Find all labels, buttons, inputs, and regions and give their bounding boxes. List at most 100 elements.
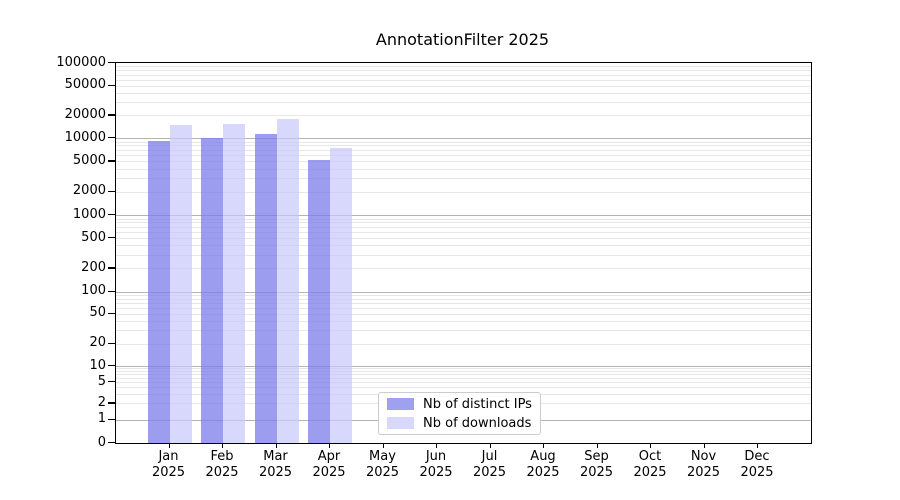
y-tick-mark	[108, 190, 115, 193]
gridline-major	[116, 215, 811, 216]
x-tick-mark	[650, 443, 652, 448]
y-tick-mark	[108, 442, 115, 444]
gridline-minor	[116, 231, 811, 233]
gridline-minor	[116, 368, 811, 370]
gridline-minor	[116, 387, 811, 389]
gridline-minor	[116, 85, 811, 87]
y-tick-mark	[108, 114, 115, 116]
gridline-minor	[116, 308, 811, 310]
gridline-minor	[116, 238, 811, 240]
legend-label-downloads: Nb of downloads	[423, 415, 532, 431]
gridline-minor	[116, 321, 811, 323]
bar-apr-downloads	[330, 148, 352, 443]
y-tick-mark	[108, 418, 115, 420]
gridline-minor	[116, 226, 811, 228]
gridline-minor	[116, 218, 811, 220]
legend-swatch-downloads	[387, 417, 414, 429]
x-tick-label-jul: Jul 2025	[472, 449, 507, 480]
bar-mar-distinct-ips	[254, 134, 277, 443]
x-tick-mark	[168, 443, 170, 448]
bar-mar-downloads	[276, 118, 299, 443]
x-tick-label-may: May 2025	[365, 449, 400, 480]
y-tick-label: 10	[89, 357, 106, 373]
gridline-minor	[116, 70, 811, 72]
gridline-minor	[116, 294, 811, 296]
y-tick-mark	[108, 137, 115, 139]
gridline-major	[116, 138, 811, 139]
x-tick-mark	[489, 443, 491, 448]
gridline-minor	[116, 178, 811, 180]
y-tick-mark	[108, 365, 115, 367]
y-tick-mark	[108, 312, 115, 315]
x-tick-label-oct: Oct 2025	[633, 449, 667, 480]
gridline-minor	[116, 168, 811, 170]
plot-area	[115, 62, 812, 444]
gridline-minor	[116, 377, 811, 379]
y-tick-label: 100000	[56, 54, 106, 70]
x-tick-mark	[703, 443, 705, 448]
bar-feb-distinct-ips	[201, 138, 223, 443]
x-tick-mark	[382, 443, 384, 448]
x-tick-mark	[757, 443, 759, 448]
y-tick-mark	[108, 84, 115, 86]
x-tick-mark	[222, 443, 224, 448]
x-tick-mark	[543, 443, 545, 448]
bar-jan-distinct-ips	[147, 140, 170, 443]
legend-row-distinct-ips: Nb of distinct IPs	[387, 397, 540, 412]
y-tick-label: 5	[97, 373, 106, 389]
y-tick-label: 1000	[72, 206, 106, 222]
bar-apr-distinct-ips	[308, 159, 330, 443]
x-tick-mark	[275, 443, 277, 448]
bar-jan-downloads	[169, 124, 192, 443]
y-tick-label: 20	[89, 335, 106, 351]
y-tick-mark	[108, 237, 115, 239]
gridline-minor	[116, 79, 811, 81]
gridline-minor	[116, 222, 811, 224]
gridline-minor	[116, 245, 811, 247]
y-tick-mark	[108, 402, 115, 404]
x-tick-label-dec: Dec 2025	[740, 449, 774, 480]
gridline-minor	[116, 155, 811, 157]
y-tick-label: 2	[97, 394, 106, 410]
y-tick-label: 50	[89, 305, 106, 321]
legend-label-distinct-ips: Nb of distinct IPs	[423, 396, 532, 412]
gridline-minor	[116, 382, 811, 384]
gridline-minor	[116, 255, 811, 256]
gridline-minor	[116, 149, 811, 151]
legend-row-downloads: Nb of downloads	[387, 416, 540, 431]
y-tick-mark	[108, 381, 115, 383]
gridline-minor	[116, 343, 811, 345]
y-tick-mark	[108, 214, 115, 216]
x-tick-mark	[329, 443, 331, 448]
gridline-minor	[116, 268, 811, 270]
y-tick-label: 5000	[72, 152, 106, 168]
x-tick-mark	[436, 443, 438, 448]
gridline-minor	[116, 115, 811, 117]
gridline-minor	[116, 102, 811, 104]
y-tick-mark	[108, 62, 115, 64]
gridline-minor	[116, 191, 811, 193]
x-tick-label-nov: Nov 2025	[686, 449, 721, 480]
x-tick-label-aug: Aug 2025	[526, 449, 560, 480]
y-tick-label: 2000	[72, 183, 106, 199]
gridline-minor	[116, 74, 811, 76]
x-tick-label-jun: Jun 2025	[419, 449, 453, 480]
y-tick-label: 10000	[64, 129, 106, 145]
y-tick-mark	[108, 267, 115, 269]
x-tick-label-jan: Jan 2025	[151, 449, 186, 480]
gridline-minor	[116, 66, 811, 68]
gridline-minor	[116, 330, 811, 332]
y-tick-mark	[108, 342, 115, 344]
gridline-major	[116, 291, 811, 293]
y-tick-label: 0	[97, 434, 106, 450]
legend-swatch-distinct-ips	[387, 398, 414, 410]
bar-feb-downloads	[223, 123, 245, 443]
gridline-major	[116, 366, 811, 367]
y-tick-label: 100	[81, 283, 106, 298]
gridline-minor	[116, 313, 811, 315]
x-tick-label-feb: Feb 2025	[205, 449, 239, 480]
y-tick-mark	[108, 290, 115, 292]
y-tick-label: 200	[81, 259, 106, 275]
chart-title: AnnotationFilter 2025	[375, 30, 550, 49]
gridline-minor	[116, 141, 811, 143]
